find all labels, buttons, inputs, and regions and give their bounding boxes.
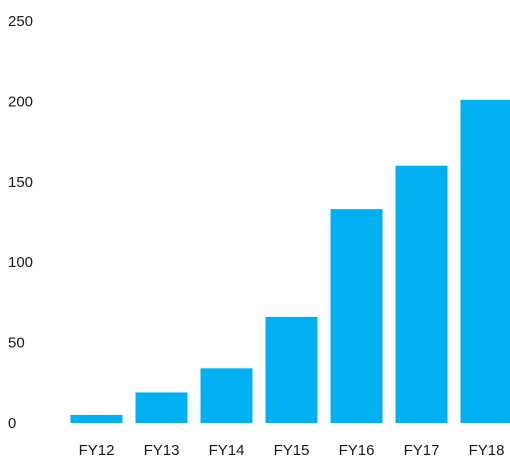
bar-fy16 — [330, 209, 383, 423]
x-tick-label: FY18 — [469, 442, 505, 459]
y-tick-label: 100 — [8, 254, 33, 271]
bar-fy15 — [265, 316, 318, 423]
bar-fy13 — [135, 392, 188, 423]
x-tick-label: FY15 — [274, 442, 310, 459]
x-tick-label: FY17 — [404, 442, 440, 459]
x-axis: FY12 FY13 FY14 FY15 FY16 FY17 FY18 — [79, 442, 505, 459]
bar-fy17 — [395, 165, 448, 423]
bar-fy14 — [200, 368, 253, 423]
bar-fy18 — [460, 99, 510, 424]
y-tick-label: 50 — [8, 335, 25, 352]
bars — [70, 99, 510, 424]
y-tick-label: 250 — [8, 13, 33, 30]
x-tick-label: FY16 — [339, 442, 375, 459]
x-tick-label: FY12 — [79, 442, 115, 459]
y-tick-label: 150 — [8, 174, 33, 191]
bar-fy12 — [70, 414, 123, 423]
y-tick-label: 200 — [8, 93, 33, 110]
y-tick-label: 0 — [8, 415, 16, 432]
x-tick-label: FY13 — [144, 442, 180, 459]
x-tick-label: FY14 — [209, 442, 245, 459]
y-axis: 0 50 100 150 200 250 — [8, 13, 33, 432]
